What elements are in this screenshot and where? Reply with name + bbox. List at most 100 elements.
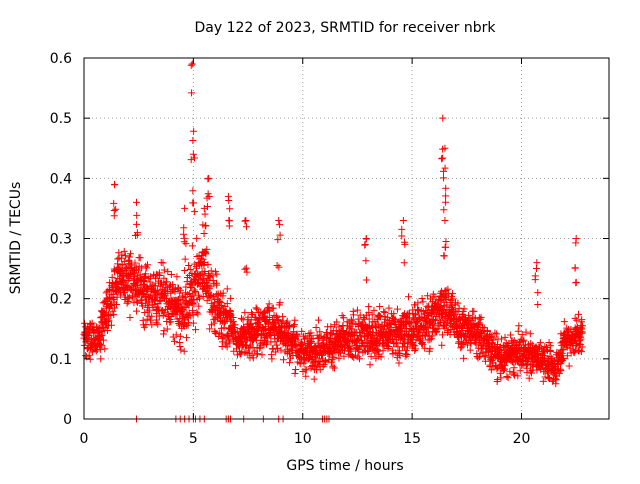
data-point [560, 318, 568, 326]
data-point [414, 299, 422, 307]
data-point [534, 289, 542, 297]
data-point [195, 272, 203, 280]
data-point [286, 323, 294, 331]
data-point [275, 216, 283, 224]
data-point [123, 299, 131, 307]
data-point [125, 253, 133, 261]
data-point [393, 339, 401, 347]
data-point [377, 353, 385, 361]
data-point [147, 316, 155, 324]
data-point [355, 355, 363, 363]
data-point [340, 352, 348, 360]
data-point [573, 316, 581, 324]
data-point [199, 293, 207, 301]
data-point [574, 310, 582, 318]
data-point [315, 361, 323, 369]
data-point [113, 293, 121, 301]
data-point [312, 323, 320, 331]
y-tick-label: 0.5 [50, 111, 72, 127]
data-point [133, 297, 141, 305]
data-point [224, 330, 232, 338]
data-point [327, 323, 335, 331]
data-point [438, 155, 446, 163]
data-point [442, 192, 450, 200]
data-point [370, 306, 378, 314]
data-point [477, 313, 485, 321]
data-point [327, 358, 335, 366]
data-point [253, 305, 261, 313]
data-point [211, 328, 219, 336]
data-point [399, 216, 407, 224]
x-axis-label: GPS time / hours [286, 458, 403, 474]
data-point [192, 262, 200, 270]
data-point [226, 205, 234, 213]
data-point [242, 348, 250, 356]
data-point [470, 307, 478, 315]
data-point [112, 205, 120, 213]
data-point [110, 199, 118, 207]
data-point [330, 353, 338, 361]
data-point [460, 354, 468, 362]
data-point [98, 331, 106, 339]
data-point [188, 242, 196, 250]
data-point [577, 348, 585, 356]
data-point [361, 240, 369, 248]
data-point [122, 252, 130, 260]
data-point [415, 328, 423, 336]
data-point [390, 310, 398, 318]
data-point [229, 318, 237, 326]
data-point [224, 192, 232, 200]
data-points [80, 60, 586, 423]
data-point [177, 300, 185, 308]
data-point [128, 287, 136, 295]
data-point [181, 255, 189, 263]
data-point [441, 164, 449, 172]
data-point [219, 289, 227, 297]
data-point [189, 199, 197, 207]
data-point [242, 216, 250, 224]
data-point [152, 316, 160, 324]
data-point [572, 235, 580, 242]
data-point [307, 329, 315, 337]
data-point [160, 274, 168, 282]
data-point [440, 206, 448, 214]
data-point [413, 306, 421, 314]
data-point [192, 326, 200, 334]
data-point [354, 346, 362, 354]
data-point [195, 302, 203, 310]
data-point [188, 299, 196, 307]
data-point [418, 339, 426, 347]
data-point [189, 311, 197, 319]
data-point [403, 343, 411, 351]
data-point [178, 292, 186, 300]
data-point [263, 317, 271, 325]
data-point [442, 243, 450, 251]
data-point [145, 306, 153, 314]
data-point [131, 259, 139, 267]
data-point [418, 295, 426, 303]
data-point [247, 324, 255, 332]
data-point [160, 309, 168, 317]
data-point [362, 257, 370, 265]
data-point [193, 234, 201, 242]
data-point [109, 307, 117, 315]
data-point [143, 261, 151, 269]
data-point [217, 316, 225, 324]
data-point [376, 302, 384, 310]
data-point [534, 301, 542, 309]
data-point [302, 366, 310, 374]
data-point [183, 334, 191, 342]
data-point [144, 308, 152, 316]
data-point [242, 223, 250, 231]
data-point [154, 305, 162, 313]
data-point [108, 290, 116, 298]
data-point [163, 278, 171, 286]
data-point [203, 245, 211, 253]
data-point [258, 351, 266, 359]
data-point [402, 346, 410, 354]
data-point [497, 335, 505, 343]
x-tick-label: 15 [403, 431, 421, 447]
data-point [277, 346, 285, 354]
data-point [188, 89, 196, 97]
